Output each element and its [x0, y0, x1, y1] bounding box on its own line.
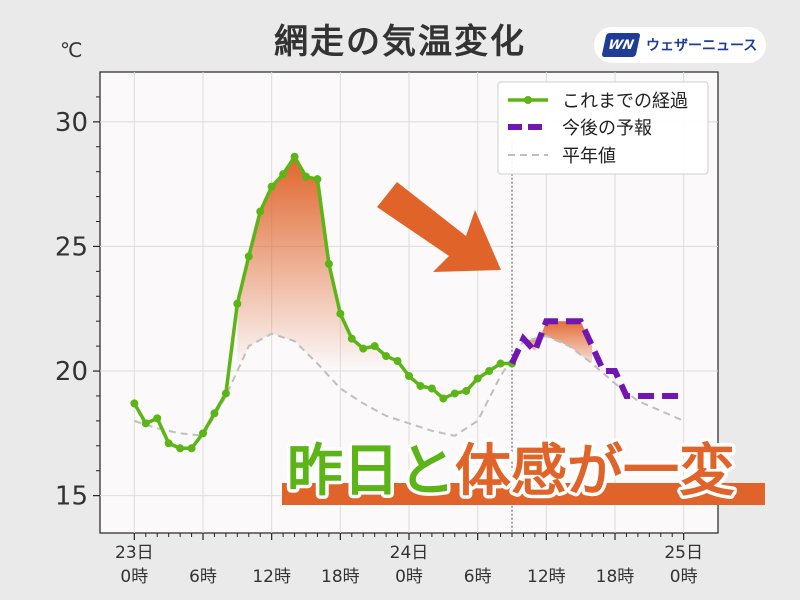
headline-text: 昨日と体感が一変	[287, 439, 735, 504]
y-tick-label: 20	[55, 357, 88, 387]
data-point-observed	[313, 175, 322, 184]
data-point-observed	[427, 384, 436, 393]
data-point-observed	[393, 357, 402, 366]
legend-box	[497, 81, 709, 175]
data-point-observed	[324, 259, 333, 268]
x-tick-label-hour: 12時	[252, 567, 291, 587]
data-point-observed	[153, 414, 162, 423]
headline-underline	[282, 483, 765, 505]
data-point-observed	[496, 359, 505, 368]
legend-label: 今後の予報	[562, 118, 652, 139]
x-tick-label-hour: 0時	[670, 567, 698, 587]
data-point-observed	[462, 386, 471, 395]
chart-title: 網走の気温変化	[274, 22, 526, 62]
data-point-observed	[450, 389, 459, 398]
data-point-observed	[302, 172, 310, 181]
headline-part-change: 体感が一変	[455, 439, 735, 504]
data-point-observed	[187, 444, 196, 453]
data-point-observed	[473, 374, 482, 383]
y-tick-label: 30	[55, 108, 88, 138]
headline-part-yesterday: 昨日と	[287, 439, 455, 504]
axes: 15 20 25 30 23日 0時 6時 12時 18時 24日 0時 6時 12時 18時 25日 0時	[55, 96, 703, 587]
x-tick-label-day: 23日	[115, 543, 154, 563]
data-point-observed	[199, 429, 207, 438]
x-tick-label-hour: 18時	[321, 567, 360, 587]
data-point-observed	[130, 399, 139, 408]
data-point-observed	[233, 299, 242, 308]
data-point-observed	[244, 252, 253, 261]
data-point-observed	[370, 342, 379, 351]
series-line-observed	[132, 154, 512, 451]
temperature-fill	[237, 156, 593, 420]
data-point-observed	[359, 344, 368, 353]
logo-brand-name: ウェザーニュース	[646, 38, 758, 54]
data-point-observed	[485, 367, 494, 376]
warm-fill-area	[237, 156, 398, 420]
x-tick-label-hour: 18時	[596, 567, 635, 587]
y-tick-label: 25	[55, 232, 88, 262]
x-tick-label-day: 25日	[664, 543, 703, 563]
data-point-observed	[210, 409, 219, 418]
data-point-observed	[176, 444, 185, 453]
x-tick-label-hour: 0時	[395, 567, 423, 587]
legend-label: 平年値	[562, 146, 616, 167]
warm-fill-area	[512, 321, 593, 364]
series-line-normal	[134, 332, 685, 437]
data-point-observed	[347, 334, 356, 343]
x-tick-label-hour: 6時	[189, 567, 217, 587]
series-layer	[130, 152, 685, 453]
x-tick-label-hour: 12時	[527, 567, 566, 587]
data-point-observed	[290, 152, 299, 161]
headline-banner: 昨日と体感が一変	[282, 436, 765, 508]
data-point-observed	[141, 419, 150, 428]
y-unit-label: ℃	[60, 38, 83, 62]
data-point-observed	[256, 207, 265, 216]
data-point-observed	[416, 381, 425, 390]
data-point-observed	[439, 394, 448, 403]
data-point-observed	[382, 352, 391, 361]
data-point-observed	[279, 170, 288, 179]
down-right-arrow-icon	[377, 182, 501, 272]
x-tick-label-day: 24日	[390, 543, 429, 563]
arrow-graphic	[377, 182, 501, 272]
legend-marker-observed	[524, 96, 532, 104]
series-line-forecast	[509, 318, 684, 399]
legend-label: これまでの経過	[562, 91, 688, 112]
data-point-observed	[405, 372, 413, 381]
data-point-observed	[164, 439, 173, 448]
data-point-observed	[221, 389, 230, 398]
data-point-observed	[336, 309, 345, 318]
x-tick-label-hour: 6時	[464, 567, 492, 587]
x-tick-label-hour: 0時	[120, 567, 148, 587]
y-tick-label: 15	[55, 482, 88, 512]
data-point-observed	[267, 182, 276, 191]
weathernews-logo: WN ウェザーニュース	[594, 27, 766, 63]
